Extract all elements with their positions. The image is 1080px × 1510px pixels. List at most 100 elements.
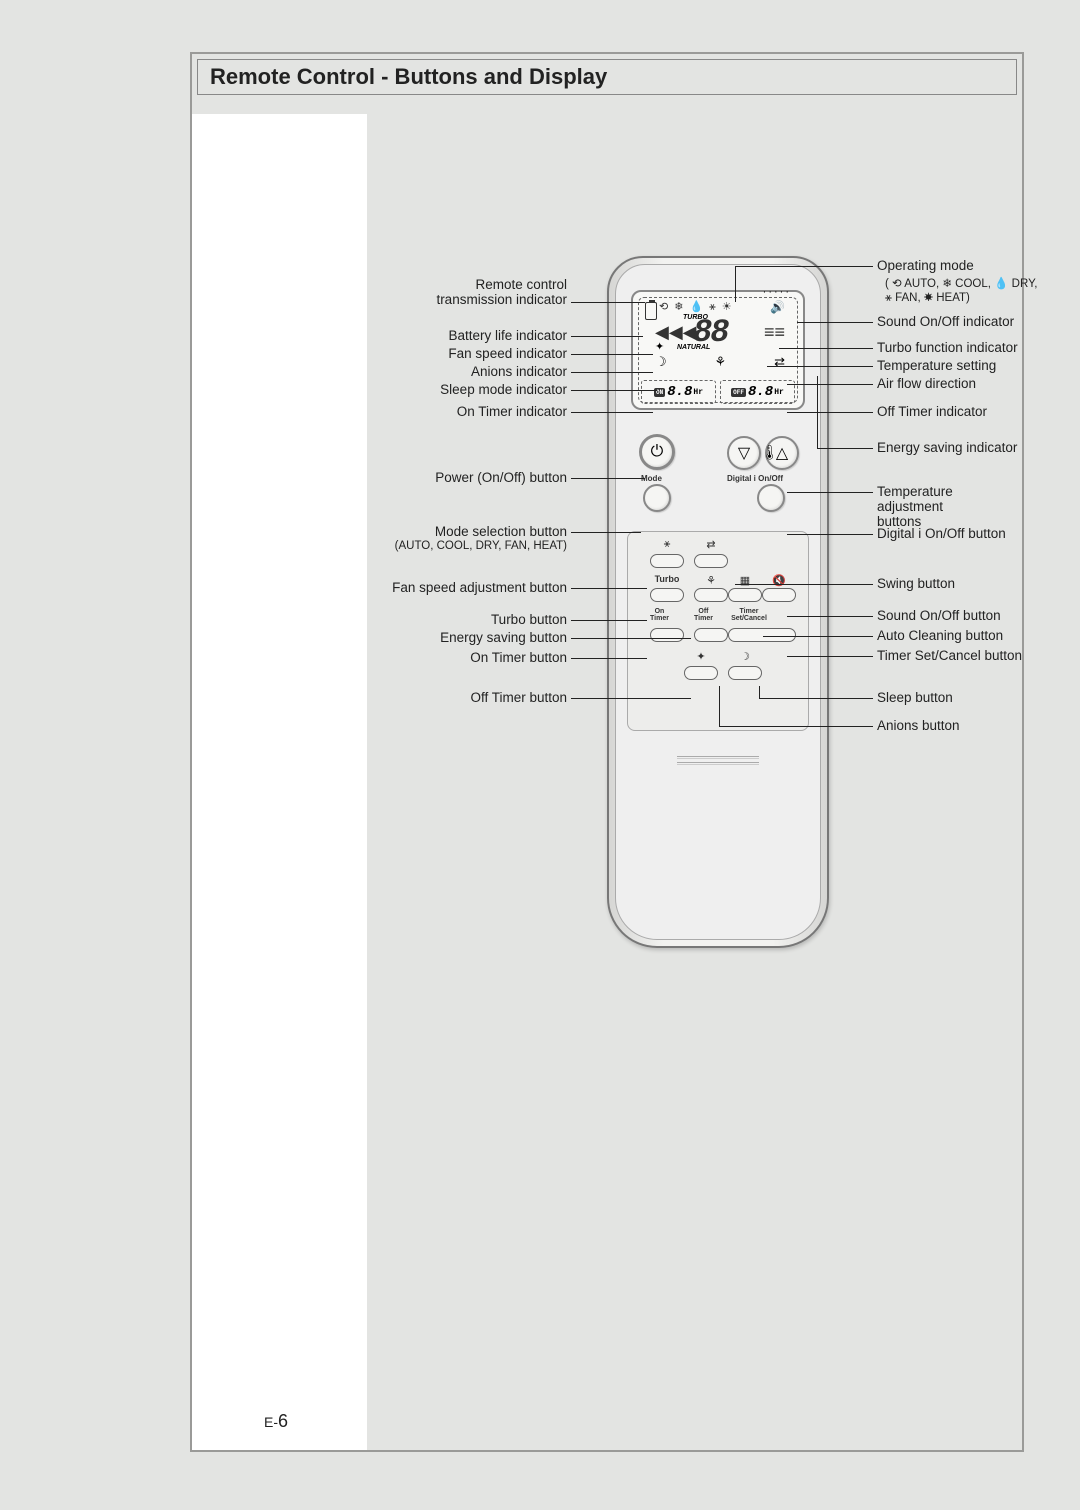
label-offtimer: Off Timer indicator xyxy=(877,404,987,419)
sound-indicator-icon: 🔊 xyxy=(770,300,785,314)
display-row-2: ☽ ⚘ ⇄ xyxy=(655,354,785,370)
energy-icon: ⚘ xyxy=(715,354,727,370)
turbo-button[interactable] xyxy=(650,588,684,602)
page-frame: Remote Control - Buttons and Display E-6… xyxy=(190,52,1024,1452)
digital-button[interactable] xyxy=(757,484,785,512)
swing-icon: ⇄ xyxy=(774,354,785,370)
sound-btn-icon: 🔇 xyxy=(762,574,796,587)
leader-line xyxy=(571,620,647,621)
label-battery: Battery life indicator xyxy=(357,328,567,343)
leader-line xyxy=(571,588,647,589)
label-tempadj: Temperature adjustment buttons xyxy=(877,484,1022,529)
on-timer-digits: 8.8 xyxy=(667,384,692,400)
temp-down-button[interactable]: ▽ xyxy=(727,436,761,470)
energy-saving-button[interactable] xyxy=(694,588,728,602)
label-turbo: Turbo button xyxy=(357,612,567,627)
auto-mode-icon: ⟲ xyxy=(659,301,670,313)
swing-btn-icon: ⇄ xyxy=(694,538,728,551)
swing-button[interactable] xyxy=(694,554,728,568)
label-autoclean: Auto Cleaning button xyxy=(877,628,1003,643)
label-ontimer: On Timer indicator xyxy=(357,404,567,419)
label-opmode: Operating mode xyxy=(877,258,974,273)
leader-line xyxy=(763,636,873,637)
fan-speed-icon: ⚹ xyxy=(650,538,684,551)
title-bar: Remote Control - Buttons and Display xyxy=(197,59,1017,95)
label-sleepmode: Sleep mode indicator xyxy=(357,382,567,397)
on-timer-unit: Hr xyxy=(693,388,703,397)
timer-display-row: ON8.8Hr OFF8.8Hr xyxy=(641,380,795,404)
leader-line xyxy=(571,390,657,391)
leader-line xyxy=(787,492,873,493)
grip-line xyxy=(677,756,759,759)
page-title: Remote Control - Buttons and Display xyxy=(210,64,607,90)
leader-vline xyxy=(817,376,818,448)
leader-line xyxy=(571,638,691,639)
thermometer-icon: 🌡 xyxy=(761,444,779,461)
leader-line xyxy=(779,348,873,349)
heat-mode-icon: ☀ xyxy=(722,301,734,313)
transmission-indicator-icon: ····· xyxy=(763,286,791,298)
anions-button[interactable] xyxy=(684,666,718,680)
label-anions: Anions indicator xyxy=(357,364,567,379)
remote-display: ····· ⟲❄💧⚹☀ 🔊 ◀◀◀ TURBO 88 ≡≡ ✦ NATURAL … xyxy=(631,290,805,410)
label-soundbtn: Sound On/Off button xyxy=(877,608,1001,623)
on-timer-display: ON8.8Hr xyxy=(641,380,716,404)
leader-line xyxy=(571,372,653,373)
sleep-btn-icon: ☽ xyxy=(728,650,762,663)
label-digital: Digital i On/Off button xyxy=(877,526,1006,541)
mode-button[interactable] xyxy=(643,484,671,512)
label-power: Power (On/Off) button xyxy=(357,470,567,485)
on-timer-label: On Timer xyxy=(650,608,669,622)
leader-line xyxy=(787,412,873,413)
anions-btn-icon: ✦ xyxy=(684,650,718,663)
label-offtimerbtn: Off Timer button xyxy=(357,690,567,705)
auto-cleaning-button[interactable] xyxy=(728,588,762,602)
label-fanadj: Fan speed adjustment button xyxy=(357,580,567,595)
label-swing: Swing button xyxy=(877,576,955,591)
leader-line xyxy=(787,384,873,385)
on-timer-button[interactable] xyxy=(650,628,684,642)
sound-button[interactable] xyxy=(762,588,796,602)
battery-icon xyxy=(645,302,657,320)
leader-line xyxy=(571,698,691,699)
fan-right-icon: ≡≡ xyxy=(764,322,785,343)
leader-line xyxy=(759,698,873,699)
leader-line xyxy=(571,658,647,659)
label-tempset: Temperature setting xyxy=(877,358,996,373)
sleep-button[interactable] xyxy=(728,666,762,680)
leader-vline xyxy=(719,686,720,726)
label-opmode-sub1: ( ⟲ AUTO, ❄ COOL, 💧 DRY, xyxy=(885,276,1037,290)
leader-line xyxy=(571,478,645,479)
off-tag: OFF xyxy=(731,388,746,397)
leader-line xyxy=(735,584,873,585)
leader-line xyxy=(797,322,873,323)
leader-line xyxy=(787,656,873,657)
label-transmission: Remote control transmission indicator xyxy=(357,277,567,307)
sidebar: E-6 xyxy=(192,114,367,1450)
digital-button-label: Digital i On/Off xyxy=(727,474,783,483)
power-button[interactable]: ⏻ xyxy=(639,434,675,470)
page-number: E-6 xyxy=(264,1411,288,1432)
leader-line xyxy=(735,266,873,267)
turbo-btn-icon: Turbo xyxy=(650,574,684,584)
label-fanspeed: Fan speed indicator xyxy=(357,346,567,361)
off-timer-display: OFF8.8Hr xyxy=(720,380,795,404)
leader-vline xyxy=(735,266,736,302)
label-energy: Energy saving button xyxy=(357,630,567,645)
off-timer-digits: 8.8 xyxy=(748,384,773,400)
fan-speed-button[interactable] xyxy=(650,554,684,568)
label-timerset: Timer Set/Cancel button xyxy=(877,648,1022,663)
leader-line xyxy=(719,726,873,727)
label-airflow: Air flow direction xyxy=(877,376,976,391)
set-cancel-label: Timer Set/Cancel xyxy=(724,608,774,622)
off-timer-unit: Hr xyxy=(774,388,784,397)
off-timer-label: Off Timer xyxy=(694,608,713,622)
off-timer-button[interactable] xyxy=(694,628,728,642)
timer-set-cancel-button[interactable] xyxy=(728,628,796,642)
label-energysave: Energy saving indicator xyxy=(877,440,1017,455)
label-modesel: Mode selection button xyxy=(357,524,567,539)
content-area: ····· ⟲❄💧⚹☀ 🔊 ◀◀◀ TURBO 88 ≡≡ ✦ NATURAL … xyxy=(367,114,1022,1450)
cool-mode-icon: ❄ xyxy=(674,301,685,313)
energy-btn-icon: ⚘ xyxy=(694,574,728,587)
leader-line xyxy=(571,302,645,303)
